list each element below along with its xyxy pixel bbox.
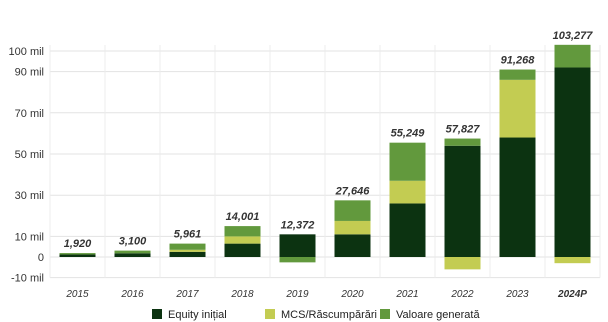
bar-segment-2023-series-0 (499, 137, 536, 257)
x-tick-label-2020: 2020 (340, 289, 364, 300)
x-tick-label-2019: 2019 (285, 289, 309, 300)
grid-lines (49, 45, 601, 279)
bar-segment-2018-series-1 (224, 236, 261, 244)
x-tick-label-2018: 2018 (230, 289, 254, 300)
legend-swatch-1 (265, 309, 275, 319)
total-labels: 1,920 3,100 5,961 14,001 12,372 27,646 55,249 5… (64, 30, 594, 250)
y-tick-label: 100 mil (9, 46, 44, 58)
bar-segment-2024P-series-1 (554, 257, 591, 264)
bar-segment-2023-series-1 (499, 79, 536, 138)
y-tick-label: 30 mil (15, 190, 44, 202)
legend-label-2: Valoare generată (396, 309, 480, 321)
legend-swatch-2 (380, 309, 390, 319)
y-axis-ticks: 100 mil 90 mil 70 mil 50 mil 30 mil 10 mil 0 -1… (9, 46, 44, 285)
bars (59, 44, 591, 270)
legend: Equity inițial MCS/Răscumpărări Valoare ge… (152, 309, 480, 321)
bar-segment-2019-series-2 (279, 257, 316, 263)
x-tick-label-2022: 2022 (450, 289, 474, 300)
bar-segment-2018-series-2 (224, 226, 261, 237)
bar-segment-2017-series-1 (169, 249, 206, 252)
bar-segment-2018-series-0 (224, 243, 261, 257)
bar-segment-2017-series-2 (169, 243, 206, 250)
bar-segment-2021-series-1 (389, 180, 426, 204)
total-label-2024P: 103,277 (553, 30, 594, 42)
x-tick-label-2024P: 2024P (557, 289, 587, 300)
bar-segment-2017-series-0 (169, 251, 206, 257)
legend-label-1: MCS/Răscumpărări (281, 309, 377, 321)
x-tick-label-2016: 2016 (120, 289, 144, 300)
bar-segment-2023-series-2 (499, 69, 536, 80)
total-label-2019: 12,372 (281, 219, 315, 231)
total-label-2017: 5,961 (174, 229, 202, 241)
bar-segment-2024P-series-2 (554, 44, 591, 68)
bar-segment-2020-series-2 (334, 200, 371, 221)
bar-segment-2016-series-0 (114, 253, 151, 257)
bar-segment-2022-series-0 (444, 145, 481, 257)
legend-swatch-0 (152, 309, 162, 319)
bar-segment-2020-series-0 (334, 234, 371, 257)
bar-segment-2019-series-0 (279, 234, 316, 257)
legend-label-0: Equity inițial (168, 309, 227, 321)
x-tick-label-2017: 2017 (175, 289, 199, 300)
total-label-2020: 27,646 (335, 185, 371, 197)
total-label-2023: 91,268 (501, 55, 536, 67)
total-label-2022: 57,827 (446, 124, 481, 136)
x-tick-label-2015: 2015 (65, 289, 89, 300)
y-tick-label: 70 mil (15, 108, 44, 120)
x-tick-label-2021: 2021 (395, 289, 418, 300)
bar-segment-2020-series-1 (334, 220, 371, 235)
x-tick-label-2023: 2023 (505, 289, 529, 300)
bar-segment-2016-series-2 (114, 250, 151, 254)
bar-segment-2021-series-0 (389, 203, 426, 257)
bar-segment-2024P-series-0 (554, 67, 591, 257)
total-label-2018: 14,001 (226, 211, 260, 223)
y-tick-label: -10 mil (11, 273, 44, 285)
y-tick-label: 0 (38, 252, 44, 264)
bar-segment-2015-series-2 (59, 253, 96, 255)
y-tick-label: 10 mil (15, 231, 44, 243)
bar-segment-2022-series-2 (444, 138, 481, 146)
total-label-2016: 3,100 (119, 236, 147, 248)
total-label-2021: 55,249 (391, 128, 426, 140)
y-tick-label: 90 mil (15, 67, 44, 79)
bar-segment-2015-series-0 (59, 254, 96, 257)
x-axis-ticks: 2015 2016 2017 2018 2019 2020 2021 2022 2023 2024… (65, 289, 587, 300)
total-label-2015: 1,920 (64, 238, 92, 250)
bar-segment-2022-series-1 (444, 257, 481, 270)
bar-segment-2021-series-2 (389, 142, 426, 181)
y-tick-label: 50 mil (15, 149, 44, 161)
